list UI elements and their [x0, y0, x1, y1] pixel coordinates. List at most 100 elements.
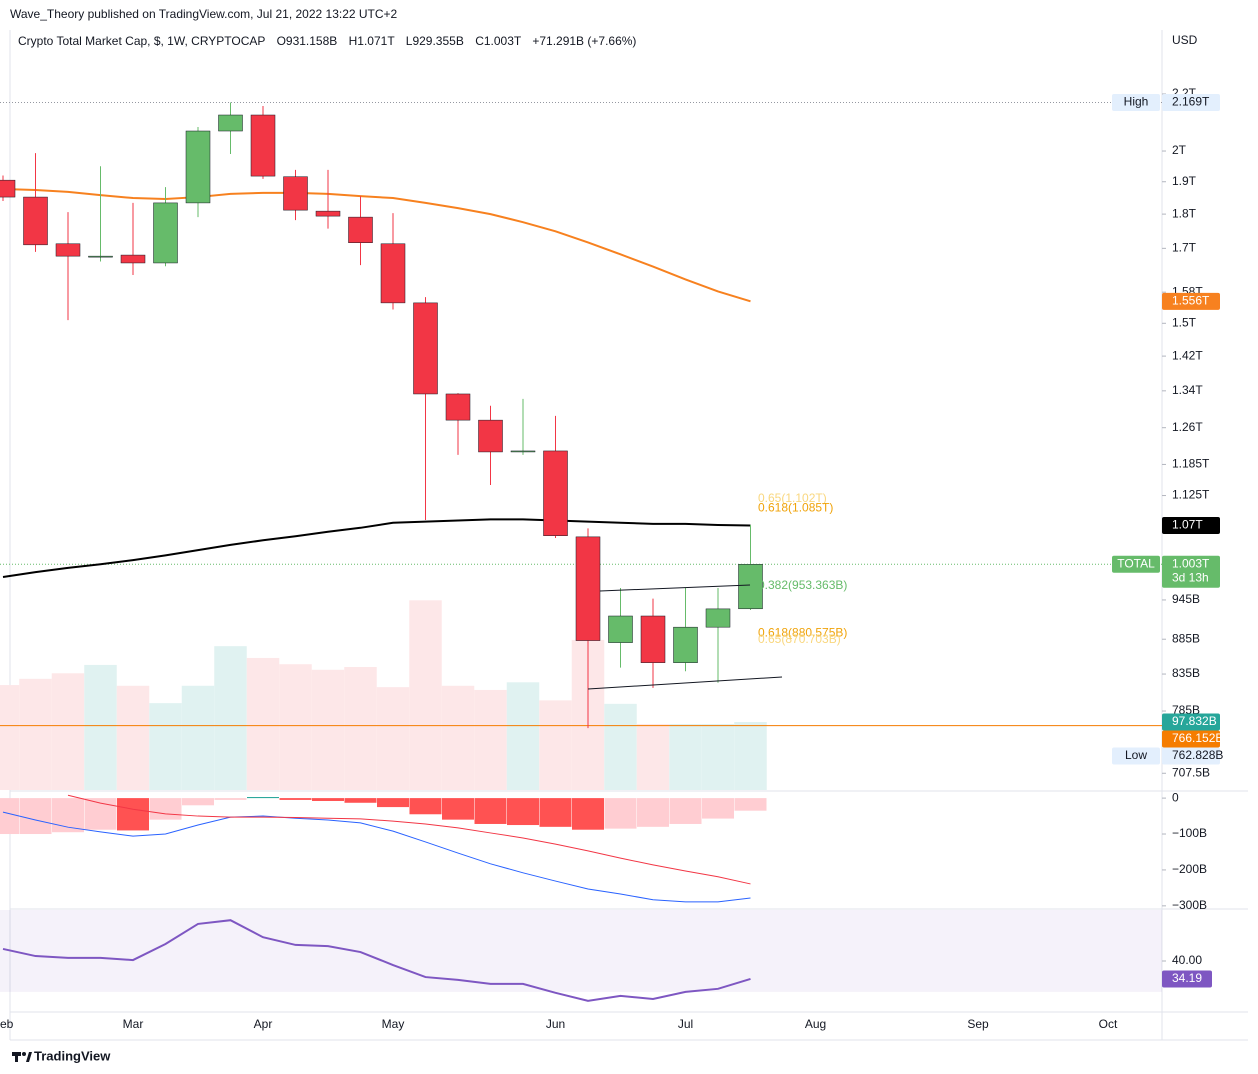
price-tag-title-box: [1112, 93, 1160, 111]
x-tick-label: Jul: [678, 1017, 693, 1031]
x-tick-label: Sep: [967, 1017, 989, 1031]
logo-part: [22, 1052, 26, 1056]
fib-label: 0.618(880.575B): [758, 625, 847, 639]
candle-body: [445, 393, 471, 421]
logo-part: [15, 1052, 18, 1062]
y-tick-label: −200B: [1172, 862, 1207, 876]
macd-histogram: [312, 798, 344, 801]
candle-body: [640, 615, 666, 663]
y-tick-label: 40.00: [1172, 953, 1202, 967]
legend: Crypto Total Market Cap, $, 1W, CRYPTOCA…: [18, 34, 636, 48]
price-pane: 0.65(1.102T)0.618(1.085T) 0.382(953.363B)…: [0, 101, 1162, 790]
macd-histogram: [182, 798, 214, 806]
macd-histogram: [507, 798, 539, 826]
volume-bar: [669, 723, 702, 790]
moving-average: [2, 188, 751, 303]
y-tick-label: 0: [1172, 790, 1179, 804]
x-tick-label: Aug: [805, 1017, 826, 1031]
price-tag-label: 762.828B: [1172, 748, 1223, 762]
y-tick-label: 1.185T: [1172, 457, 1210, 471]
volume-bar: [441, 685, 475, 790]
macd-histogram: [409, 798, 442, 815]
y-tick-label: 707.5B: [1172, 765, 1210, 779]
x-tick-label: May: [382, 1017, 405, 1031]
fib-label: 0.618(1.085T): [758, 500, 833, 514]
price-tag: [1162, 292, 1220, 310]
signal-line: [67, 794, 751, 885]
volume-bar: [376, 687, 410, 790]
volume-bar: [311, 669, 345, 790]
candle-body: [120, 254, 146, 264]
price-tag: [1162, 747, 1220, 765]
volume-bar: [409, 600, 442, 790]
macd-line: [2, 811, 751, 903]
brand: TradingView: [34, 1048, 111, 1063]
volume-bar: [246, 657, 280, 790]
rsi-tag: [1162, 970, 1212, 988]
volume-bar: [734, 722, 767, 790]
volume-bar: [149, 703, 182, 790]
macd-histogram: [474, 798, 507, 824]
legend-title: Crypto Total Market Cap, $, 1W, CRYPTOCA…: [18, 34, 265, 48]
macd-histogram: [702, 798, 734, 819]
y-tick-label: 1.26T: [1172, 420, 1203, 434]
price-tag-label: 1.07T: [1172, 518, 1203, 532]
macd-histogram: [279, 798, 312, 800]
fib-label: 0.65(870.703B): [758, 632, 841, 646]
y-tick-label: 885B: [1172, 631, 1200, 645]
price-tag-title: Low: [1125, 748, 1147, 762]
macd-histogram: [344, 798, 377, 803]
candle-body: [0, 179, 16, 198]
price-tag-label: 1.556T: [1172, 294, 1210, 308]
price-tag-title-box: [1112, 747, 1160, 765]
y-tick-label: 835B: [1172, 666, 1200, 680]
macd-histogram: [734, 798, 767, 811]
y-tick-label: 1.7T: [1172, 241, 1197, 255]
y-tick-label: 1.34T: [1172, 383, 1203, 397]
volume-bar: [181, 685, 215, 790]
volume-bar: [19, 678, 52, 790]
volume-bar: [84, 664, 117, 790]
macd-histogram: [52, 798, 84, 833]
volume-bar: [604, 703, 637, 790]
price-tag-title: High: [1124, 95, 1149, 109]
rsi-tag-label: 34.19: [1172, 971, 1202, 985]
candle-body: [23, 196, 48, 246]
volume-bar: [0, 685, 20, 790]
price-tag-label: 97.832B: [1172, 714, 1217, 728]
x-tick-label: Feb: [0, 1017, 14, 1031]
price-tag-label: 766.152B: [1172, 731, 1223, 745]
y-tick-label: −100B: [1172, 826, 1207, 840]
candle-body: [478, 419, 503, 453]
y-tick-label: 1.125T: [1172, 488, 1210, 502]
y-tick-label: −300B: [1172, 898, 1207, 912]
header: Wave_Theory published on TradingView.com…: [10, 7, 398, 21]
legend-high: H1.071T: [349, 34, 396, 48]
macd-histogram: [149, 798, 182, 820]
candle-body: [185, 130, 211, 204]
candle-body: [705, 608, 731, 628]
volume-bar: [116, 685, 150, 790]
price-tag: [1162, 517, 1220, 535]
y-tick-label: 1.8T: [1172, 206, 1197, 220]
legend-low: L929.355B: [406, 34, 464, 48]
candle-body: [88, 255, 113, 258]
price-tag-countdown: 3d 13h: [1172, 570, 1209, 584]
candle-body: [575, 536, 601, 641]
macd-histogram: [442, 798, 474, 820]
candle-body: [738, 564, 763, 610]
rsi-pane: [0, 910, 1162, 1002]
x-tick-label: Apr: [254, 1017, 273, 1031]
macd-histogram: [247, 797, 279, 799]
candle-body: [673, 626, 698, 663]
price-tag: [1162, 93, 1220, 111]
price-tag: [1162, 555, 1220, 588]
macd-histogram: [539, 798, 572, 827]
currency: USD: [1172, 33, 1198, 47]
trend-line: [599, 584, 751, 592]
x-tick-label: Mar: [123, 1017, 144, 1031]
moving-average: [2, 518, 751, 578]
volume-bar: [701, 723, 735, 790]
y-tick-label: 1.42T: [1172, 348, 1203, 362]
